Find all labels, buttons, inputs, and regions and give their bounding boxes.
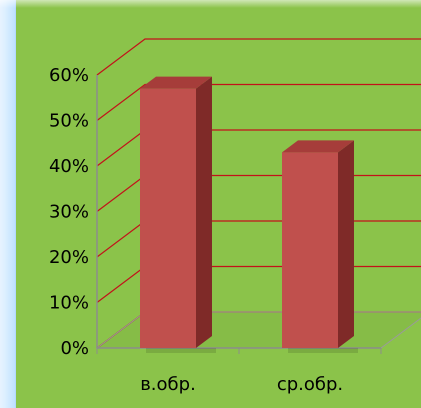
gridline-5: [96, 83, 421, 121]
left-highlight-strip: [0, 0, 16, 408]
top-sheen: [0, 0, 421, 8]
chart-labels: 0% 10% 20% 30% 40% 50% 60% в.обр. ср.обр.: [49, 65, 343, 395]
y-tick-label: 20%: [49, 247, 89, 268]
y-tick-label: 40%: [49, 156, 89, 177]
bar-1: [282, 140, 358, 353]
bar-shadow: [288, 348, 358, 353]
bar-side: [338, 140, 354, 348]
x-tick-label: в.обр.: [140, 374, 196, 395]
bar-shadow: [146, 348, 216, 353]
bar-face: [282, 152, 338, 348]
y-tick-label: 10%: [49, 293, 89, 314]
x-tick-label: ср.обр.: [277, 374, 343, 395]
y-tick-label: 30%: [49, 202, 89, 223]
y-tick-label: 0%: [60, 338, 89, 359]
y-tick-label: 60%: [49, 65, 89, 86]
y-tick-label: 50%: [49, 111, 89, 132]
bar-face: [140, 88, 196, 349]
gridline-6: [96, 38, 421, 76]
bar-0: [140, 76, 216, 353]
bar-top: [140, 76, 212, 89]
chart-bars: [140, 76, 358, 353]
bar-top: [282, 140, 354, 153]
bar-side: [196, 76, 212, 349]
